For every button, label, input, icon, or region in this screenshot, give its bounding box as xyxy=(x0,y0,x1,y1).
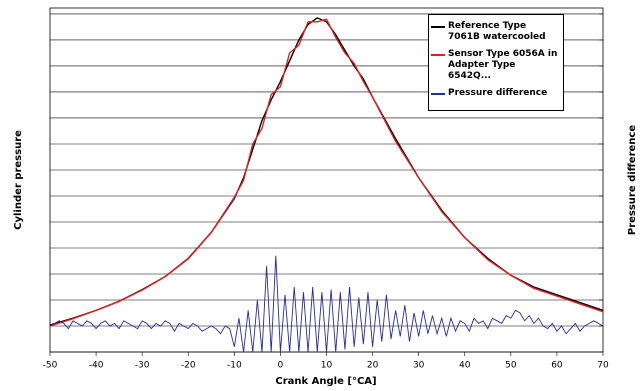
legend-label: Sensor Type 6056A in Adapter Type 6542Q.… xyxy=(448,49,558,81)
y-axis-label: Cylinder pressure xyxy=(13,130,24,230)
legend-label: Pressure difference xyxy=(448,88,548,98)
legend-swatch xyxy=(431,26,445,28)
legend-label: Reference Type 7061B watercooled xyxy=(448,21,546,42)
legend-entry: Reference Type 7061B watercooled xyxy=(431,21,561,43)
x-tick-label: -20 xyxy=(181,361,196,371)
series-line xyxy=(50,18,603,327)
x-tick-label: 70 xyxy=(597,361,609,371)
legend-entry: Pressure difference xyxy=(431,88,561,99)
x-tick-label: 10 xyxy=(321,361,333,371)
x-tick-label: 30 xyxy=(413,361,425,371)
legend-entry: Sensor Type 6056A in Adapter Type 6542Q.… xyxy=(431,49,561,82)
legend: Reference Type 7061B watercooled Sensor T… xyxy=(428,14,564,111)
plot-area xyxy=(50,17,603,352)
y2-axis-label: Pressure difference xyxy=(627,125,638,235)
x-tick-label: -40 xyxy=(89,361,104,371)
series-line xyxy=(50,255,603,352)
x-tick-label: 40 xyxy=(459,361,471,371)
x-tick-label: 20 xyxy=(367,361,379,371)
x-tick-label: 0 xyxy=(278,361,284,371)
x-tick-label: -30 xyxy=(135,361,150,371)
legend-swatch xyxy=(431,54,445,56)
x-tick-label: 50 xyxy=(505,361,517,371)
x-tick-label: -50 xyxy=(43,361,58,371)
x-tick-label: 60 xyxy=(551,361,563,371)
legend-swatch xyxy=(431,93,445,95)
x-axis-label: Crank Angle [°CA] xyxy=(275,376,376,387)
x-tick-label: -10 xyxy=(227,361,242,371)
